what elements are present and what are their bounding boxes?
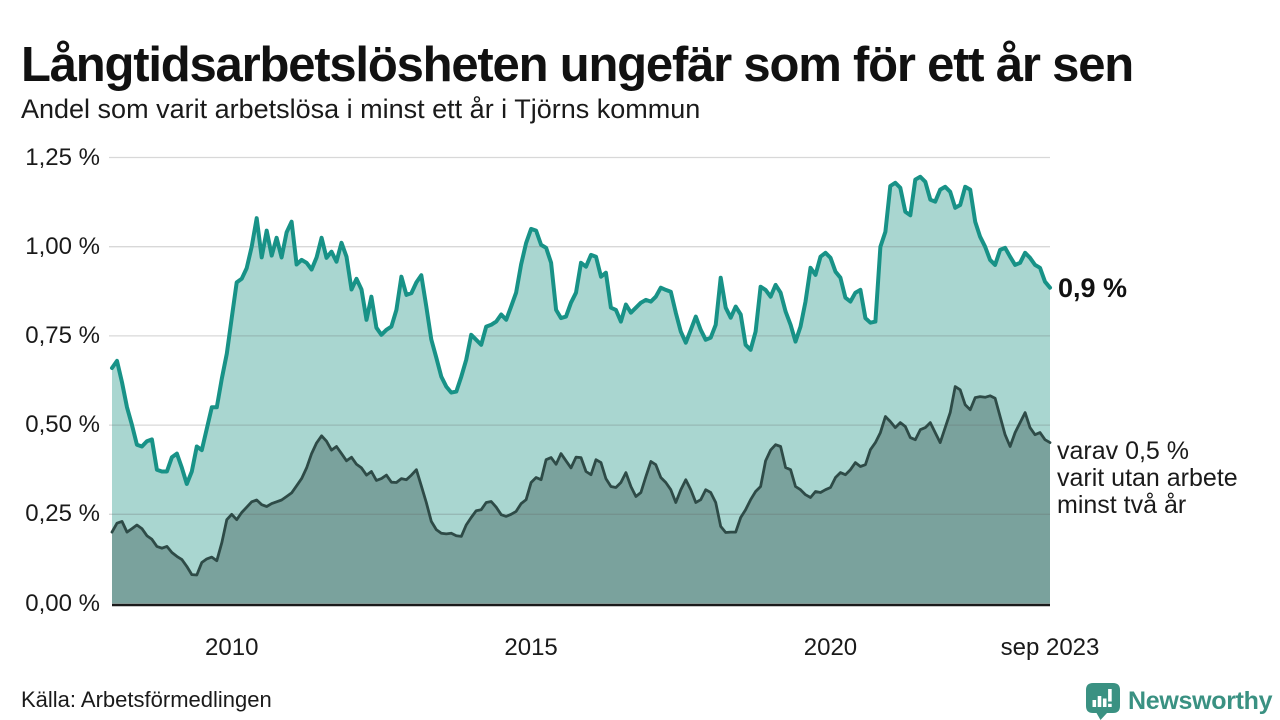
- latest-value-label: 0,9 %: [1058, 273, 1128, 303]
- source-caption: Källa: Arbetsförmedlingen: [21, 687, 272, 712]
- newsworthy-logo-icon: [1086, 683, 1120, 720]
- y-tick-label: 0,75 %: [25, 321, 100, 349]
- breakdown-annotation-line: minst två år: [1057, 491, 1187, 519]
- newsworthy-logo: Newsworthy: [1086, 683, 1273, 720]
- x-tick-label: 2020: [803, 634, 858, 661]
- newsworthy-logo-text: Newsworthy: [1128, 687, 1273, 715]
- chart-title: Långtidsarbetslösheten ungefär som för e…: [21, 37, 1134, 92]
- y-tick-label: 1,25 %: [25, 143, 100, 171]
- series-line-0: [110, 174, 1052, 486]
- x-tick-label: 2015: [504, 634, 558, 661]
- x-tick-label: sep 2023: [1000, 634, 1100, 661]
- series-area-1: [112, 386, 1050, 604]
- breakdown-annotation-line: varit utan arbete: [1057, 464, 1238, 492]
- y-tick-label: 0,50 %: [25, 411, 100, 439]
- chart-subtitle: Andel som varit arbetslösa i minst ett å…: [21, 94, 701, 124]
- y-tick-label: 1,00 %: [25, 232, 100, 260]
- y-tick-label: 0,25 %: [25, 500, 100, 528]
- breakdown-annotation-line: varav 0,5 %: [1057, 437, 1190, 465]
- y-tick-label: 0,00 %: [25, 589, 100, 617]
- x-tick-label: 2010: [205, 634, 259, 661]
- breakdown-annotation: varav 0,5 % varit utan arbete minst två år: [1057, 438, 1238, 519]
- series-line-1: [110, 385, 1052, 577]
